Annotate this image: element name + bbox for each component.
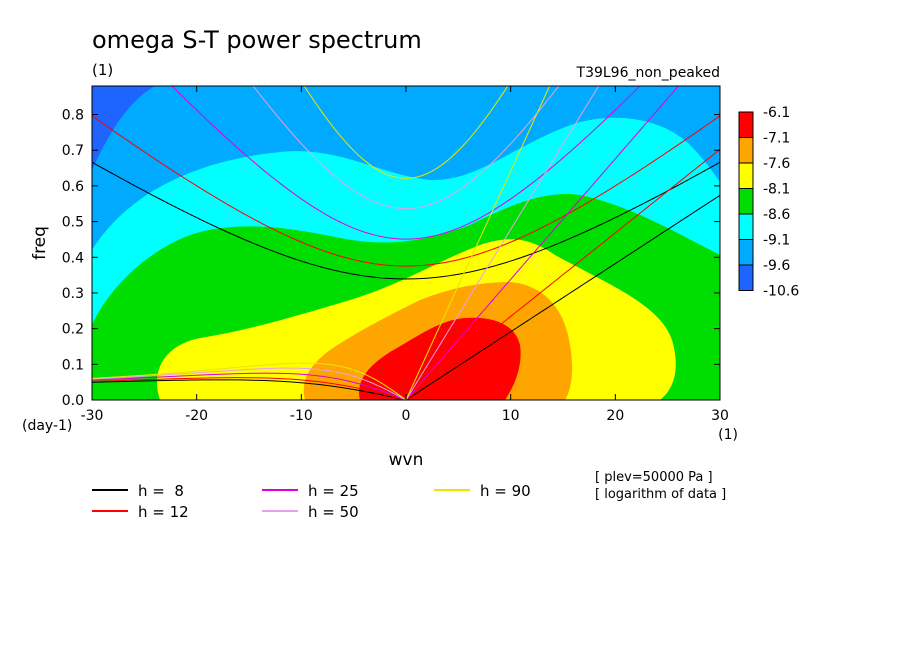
chart-subtitle-left: (1)	[92, 61, 113, 79]
rossby-curve	[92, 379, 407, 400]
y-tick-label: 0.5	[62, 215, 84, 231]
x-axis-label: wvn	[389, 450, 424, 470]
level-region-6.1	[359, 317, 521, 400]
note-plev: [ plev=50000 Pa ]	[595, 470, 713, 485]
y-tick-label: 0.7	[62, 143, 84, 159]
colorbar-label: -9.1	[763, 233, 790, 249]
kelvin-curve	[405, 86, 600, 400]
x-tick-label: 0	[402, 408, 411, 424]
y-tick-label: 0.3	[62, 286, 84, 302]
x-unit: (1)	[718, 427, 738, 443]
colorbar-box	[738, 137, 754, 164]
kelvin-curve	[405, 194, 720, 400]
chart-subtitle-right: T39L96_non_peaked	[576, 65, 720, 81]
colorbar-box	[738, 213, 754, 240]
kelvin-curve	[405, 148, 720, 400]
x-tick-label: 20	[606, 408, 624, 424]
rossby-curve	[92, 367, 407, 400]
x-tick-label: -10	[290, 408, 313, 424]
colorbar-box	[738, 188, 754, 215]
rossby-curve	[92, 377, 407, 400]
chart-title: omega S-T power spectrum	[92, 26, 422, 54]
colorbar-box	[738, 162, 754, 189]
dispersion-legend: h = 8 h = 12 h = 25 h = 50 h = 90	[92, 482, 531, 521]
gravity-curve	[303, 86, 509, 179]
gravity-curve	[92, 161, 720, 280]
colorbar-label: -7.1	[763, 131, 790, 147]
gravity-curve	[252, 86, 560, 210]
kelvin-curve	[405, 86, 551, 400]
colorbar-box	[738, 264, 754, 291]
colorbar: -6.1 -7.1 -7.6 -8.1 -8.6 -9.1 -9.6 -10.6	[738, 105, 799, 300]
legend-label: h = 90	[480, 482, 531, 500]
y-axis-label: freq	[30, 226, 50, 260]
legend-label: h = 25	[308, 482, 359, 500]
rossby-curve	[92, 362, 407, 400]
colorbar-label: -7.6	[763, 156, 790, 172]
colorbar-label: -8.6	[763, 207, 790, 223]
x-tick-label: 30	[711, 408, 729, 424]
colorbar-label: -9.6	[763, 258, 790, 274]
y-axis: 0.0 0.1 0.2 0.3 0.4 0.5 0.6 0.7 0.8	[62, 108, 720, 409]
y-tick-label: 0.4	[62, 250, 84, 266]
y-tick-label: 0.8	[62, 108, 84, 124]
legend-label: h = 50	[308, 503, 359, 521]
colorbar-label: -6.1	[763, 105, 790, 121]
y-tick-label: 0.0	[62, 393, 84, 409]
note-log: [ logarithm of data ]	[595, 487, 726, 502]
gravity-curve	[92, 115, 720, 267]
kelvin-curve	[405, 86, 680, 400]
colorbar-box	[738, 111, 754, 138]
x-tick-label: 10	[502, 408, 520, 424]
x-axis: -30 -20 -10 0 10 20 30	[81, 86, 729, 424]
power-field	[92, 86, 720, 400]
rossby-curve	[92, 372, 407, 400]
y-tick-label: 0.1	[62, 357, 84, 373]
gravity-curve	[171, 86, 641, 240]
colorbar-label: -10.6	[763, 284, 799, 300]
x-tick-label: -20	[185, 408, 208, 424]
dispersion-curves	[92, 86, 720, 400]
y-unit: (day-1)	[22, 418, 72, 434]
y-tick-label: 0.2	[62, 322, 84, 338]
colorbar-label: -8.1	[763, 182, 790, 198]
x-tick-label: -30	[81, 408, 104, 424]
legend-label: h = 12	[138, 503, 189, 521]
legend-label: h = 8	[138, 482, 184, 500]
colorbar-box	[738, 239, 754, 266]
y-tick-label: 0.6	[62, 179, 84, 195]
